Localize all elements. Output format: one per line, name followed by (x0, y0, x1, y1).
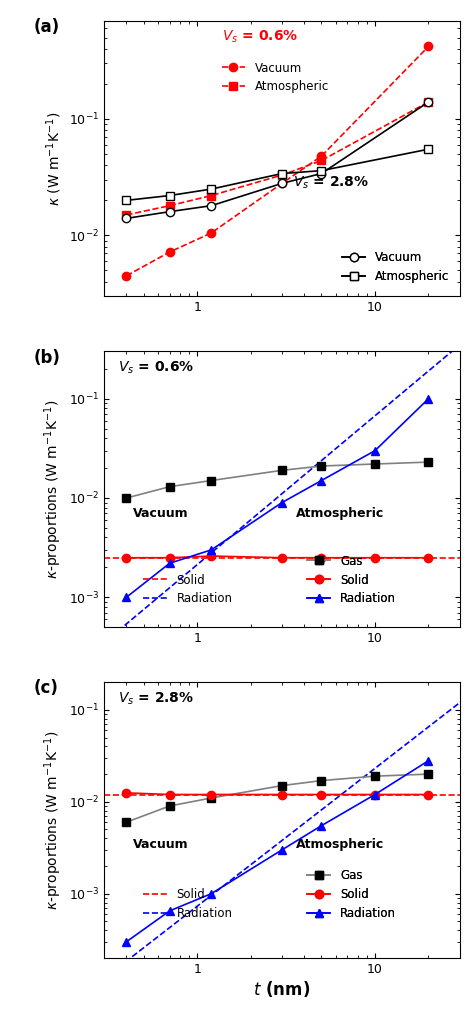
Text: Vacuum: Vacuum (133, 507, 188, 520)
Text: (a): (a) (33, 18, 59, 36)
Text: Atmospheric: Atmospheric (296, 837, 384, 851)
Text: $V_s$ = 2.8%: $V_s$ = 2.8% (118, 690, 194, 707)
Y-axis label: $\kappa$-proportions (W m$^{-1}$K$^{-1}$): $\kappa$-proportions (W m$^{-1}$K$^{-1}$… (42, 730, 64, 909)
Text: $V_s$ = 2.8%: $V_s$ = 2.8% (293, 175, 369, 192)
Text: (c): (c) (33, 680, 58, 697)
Text: Atmospheric: Atmospheric (296, 507, 384, 520)
Legend: Gas, Solid, Radiation: Gas, Solid, Radiation (302, 550, 401, 610)
Y-axis label: $\kappa$ (W m$^{-1}$K$^{-1}$): $\kappa$ (W m$^{-1}$K$^{-1}$) (44, 111, 64, 206)
Legend: Vacuum, Atmospheric: Vacuum, Atmospheric (337, 246, 454, 287)
Text: $V_s$ = 0.6%: $V_s$ = 0.6% (118, 359, 195, 376)
Text: (b): (b) (33, 348, 60, 367)
X-axis label: $t$ (nm): $t$ (nm) (254, 978, 310, 998)
Text: Vacuum: Vacuum (133, 837, 188, 851)
Legend: Gas, Solid, Radiation: Gas, Solid, Radiation (302, 864, 401, 925)
Y-axis label: $\kappa$-proportions (W m$^{-1}$K$^{-1}$): $\kappa$-proportions (W m$^{-1}$K$^{-1}$… (42, 400, 64, 579)
Text: $V_s$ = 0.6%: $V_s$ = 0.6% (222, 29, 298, 45)
